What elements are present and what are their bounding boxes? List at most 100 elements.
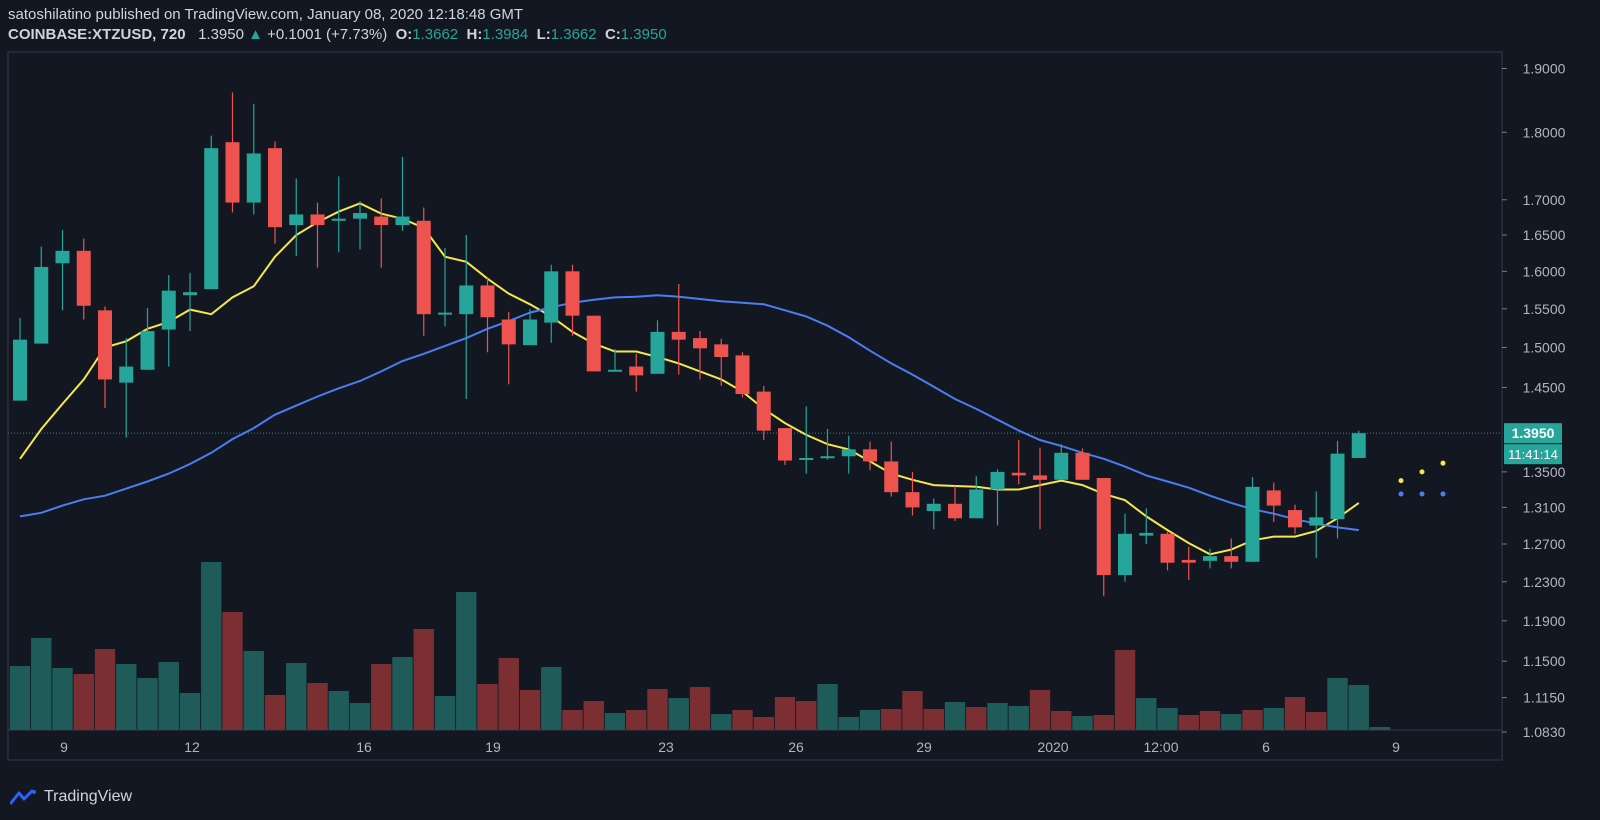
price-tick-label: 1.2700 — [1523, 536, 1566, 552]
candle-body — [586, 315, 601, 372]
ma-fast-projection-dot — [1419, 469, 1425, 475]
candle — [225, 92, 240, 213]
volume-bar — [1369, 727, 1391, 730]
candle — [268, 141, 282, 244]
candle — [650, 320, 665, 374]
candle — [1351, 430, 1366, 458]
volume-bar — [604, 713, 626, 730]
candle — [55, 230, 70, 311]
volume-bar — [434, 696, 456, 730]
candle-body — [55, 250, 70, 264]
candle — [1330, 440, 1345, 539]
volume-bar — [1114, 650, 1136, 730]
candle-body — [374, 216, 389, 226]
candle-body — [841, 449, 856, 457]
candle-body — [98, 310, 112, 380]
candle — [990, 469, 1005, 526]
volume-bar — [1284, 697, 1306, 730]
axes: 1.9000 1.8000 1.7000 1.6500 1.6000 1.5500 1.50… — [60, 60, 1566, 755]
candle-body — [565, 271, 580, 316]
candle — [289, 178, 304, 256]
candle — [1033, 447, 1047, 530]
volume-bar — [1263, 708, 1284, 730]
candle-body — [1054, 452, 1069, 480]
candle-body — [863, 449, 877, 462]
ma-slow-projection-dot — [1419, 491, 1425, 497]
candle-body — [608, 369, 622, 372]
countdown-label: 11:41:14 — [1508, 447, 1558, 462]
candle — [119, 338, 134, 438]
volume-bar — [859, 710, 881, 730]
ma-slow-line — [19, 294, 1359, 532]
volume-bar — [1221, 714, 1242, 730]
tradingview-branding[interactable]: TradingView — [10, 788, 132, 806]
price-tick-label: 1.5000 — [1523, 340, 1566, 356]
time-tick-label: 12:00 — [1143, 739, 1178, 755]
change-arrow-icon: ▲ — [248, 26, 263, 43]
candle — [76, 238, 91, 320]
price-tick-label: 1.5500 — [1523, 301, 1566, 317]
candle — [1245, 477, 1260, 562]
volume-bar — [1157, 708, 1178, 730]
price-tick-label: 1.3500 — [1523, 464, 1566, 480]
candle — [246, 103, 261, 215]
volume-bar — [923, 709, 944, 730]
candle-body — [204, 148, 219, 290]
price-tick-label: 1.6500 — [1523, 227, 1566, 243]
candle — [1203, 548, 1217, 569]
candles — [13, 92, 1366, 597]
low-value: 1.3662 — [550, 26, 597, 43]
volume-bar — [243, 651, 264, 730]
volume-bar — [796, 701, 817, 730]
close-value: 1.3950 — [620, 26, 667, 43]
candle — [438, 247, 452, 327]
candle — [714, 338, 729, 386]
open-label: O: — [395, 26, 413, 43]
price-tick-label: 1.0830 — [1523, 724, 1566, 740]
candle-body — [778, 428, 792, 461]
candle-body — [13, 339, 27, 401]
volume-bar — [498, 658, 519, 730]
candle-body — [225, 142, 240, 203]
volume-bar — [838, 717, 859, 730]
candle-body — [905, 492, 920, 508]
volume-bar — [583, 701, 604, 730]
last-price-badge-label: 1.3950 — [1512, 425, 1555, 441]
volume-bar — [201, 562, 222, 730]
volume-bar — [541, 667, 562, 730]
candle-body — [1011, 472, 1026, 476]
candle — [331, 176, 346, 253]
candle — [1224, 538, 1239, 569]
candle-body — [926, 503, 941, 511]
price-tick-label: 1.1500 — [1523, 653, 1566, 669]
candle — [1075, 448, 1090, 480]
candle-body — [140, 331, 155, 370]
price-tick-label: 1.1900 — [1523, 613, 1566, 629]
volume-bar — [689, 687, 711, 730]
candle — [969, 476, 984, 519]
candle — [416, 207, 431, 336]
candle — [34, 246, 49, 344]
volume-bars — [9, 562, 1391, 730]
candle-body — [969, 489, 984, 519]
ma-fast-projection-dot — [1398, 478, 1404, 484]
last-price: 1.3950 — [198, 26, 244, 43]
volume-bar — [647, 689, 668, 730]
candle — [161, 275, 176, 367]
candle-body — [1118, 533, 1132, 576]
time-tick-label: 2020 — [1037, 739, 1068, 755]
candle — [98, 306, 112, 409]
volume-bar — [774, 697, 796, 730]
candle — [183, 272, 197, 332]
candle-body — [1160, 533, 1175, 563]
symbol-label[interactable]: COINBASE:XTZUSD, 720 — [8, 26, 186, 43]
candle — [353, 201, 367, 250]
candle-body — [353, 213, 367, 219]
volume-bar — [52, 668, 73, 730]
volume-bar — [987, 703, 1008, 730]
volume-bar — [1327, 678, 1348, 730]
candle — [1266, 482, 1281, 522]
candle-body — [1224, 556, 1239, 562]
volume-bar — [732, 710, 753, 730]
